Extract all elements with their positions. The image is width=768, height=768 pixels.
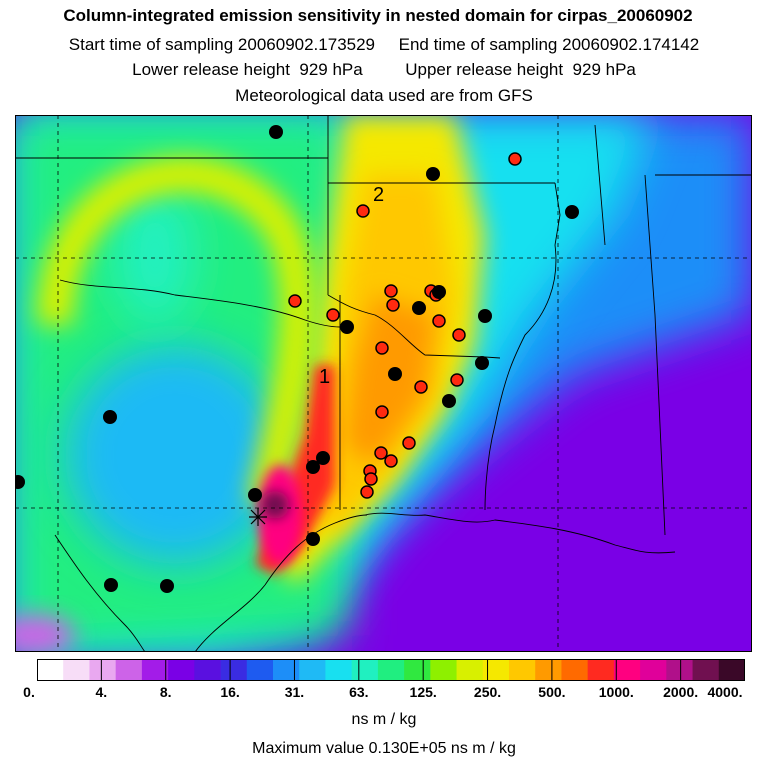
end-value: 20060902.174142 xyxy=(562,35,700,54)
colorbar-swatch xyxy=(141,659,169,681)
colorbar-swatch xyxy=(640,659,667,681)
sample-point xyxy=(388,367,402,381)
upper-value: 929 hPa xyxy=(572,60,636,79)
colorbar xyxy=(37,659,745,681)
plot-title: Column-integrated emission sensitivity i… xyxy=(63,6,693,25)
sampling-time-line: Start time of sampling 20060902.173529 E… xyxy=(0,35,768,55)
colorbar-tick-label: 4000. xyxy=(707,684,743,700)
colorbar-swatch xyxy=(325,659,353,681)
asterisk-icon xyxy=(249,508,267,526)
map-label-1: 1 xyxy=(319,366,330,388)
colorbar-swatch xyxy=(168,659,195,681)
sample-point xyxy=(375,405,389,419)
sample-point xyxy=(412,301,426,315)
sample-point xyxy=(402,436,416,450)
colorbar-swatch xyxy=(273,659,300,681)
sample-point xyxy=(15,475,25,489)
colorbar-swatch xyxy=(692,659,720,681)
colorbar-swatch xyxy=(587,659,615,681)
sample-point xyxy=(326,308,340,322)
sample-point xyxy=(103,410,117,424)
colorbar-swatch xyxy=(456,659,484,681)
sample-point xyxy=(565,205,579,219)
sample-point xyxy=(360,485,374,499)
met-data-line: Meteorological data used are from GFS xyxy=(235,86,533,105)
start-value: 20060902.173529 xyxy=(237,35,376,54)
sensitivity-field xyxy=(15,115,752,652)
sample-point xyxy=(384,454,398,468)
colorbar-units: ns m / kg xyxy=(351,711,417,728)
sample-point xyxy=(452,328,466,342)
sample-point xyxy=(269,125,283,139)
sample-point xyxy=(248,488,262,502)
sample-points-black xyxy=(15,125,579,593)
sample-point xyxy=(104,578,118,592)
colorbar-swatch xyxy=(63,659,90,681)
colorbar-tick-label: 0. xyxy=(23,684,35,700)
sample-point xyxy=(375,341,389,355)
colorbar-swatch xyxy=(718,659,745,681)
colorbar-swatch xyxy=(430,659,458,681)
maximum-value-label: Maximum value 0.130E+05 ns m / kg xyxy=(252,740,516,757)
colorbar-tick-label: 31. xyxy=(284,684,305,700)
colorbar-tick-label: 2000. xyxy=(663,684,699,700)
sample-point xyxy=(316,451,330,465)
sample-point xyxy=(306,532,320,546)
colorbar-tick-label: 4. xyxy=(95,684,108,700)
colorbar-swatch xyxy=(509,659,536,681)
colorbar-swatch xyxy=(299,659,326,681)
sample-point xyxy=(384,284,398,298)
colorbar-tick-label: 250. xyxy=(473,684,502,700)
colorbar-tick-label: 125. xyxy=(409,684,437,700)
colorbar-tick-label: 8. xyxy=(159,684,172,700)
colorbar-swatch xyxy=(377,659,405,681)
sample-point xyxy=(306,460,320,474)
colorbar-swatch xyxy=(194,659,222,681)
sample-point xyxy=(432,285,446,299)
colorbar-tick-label: 16. xyxy=(220,684,240,700)
lower-label: Lower release height xyxy=(132,60,290,79)
emission-sensitivity-map: 1 2 xyxy=(15,115,752,652)
sample-point xyxy=(442,394,456,408)
start-label: Start time of sampling xyxy=(68,35,234,54)
colorbar-swatch xyxy=(246,659,274,681)
sample-point xyxy=(374,446,388,460)
upper-label: Upper release height xyxy=(405,60,564,79)
colorbar-tick-label: 1000. xyxy=(598,684,634,700)
sample-point xyxy=(475,356,489,370)
colorbar-swatch xyxy=(613,659,641,681)
colorbar-swatch xyxy=(115,659,143,681)
colorbar-swatch xyxy=(351,659,379,681)
sample-point xyxy=(414,380,428,394)
sample-point xyxy=(364,472,378,486)
colorbar-swatch xyxy=(535,659,562,681)
colorbar-border xyxy=(37,659,745,681)
sample-point xyxy=(356,204,370,218)
colorbar-tick-label: 500. xyxy=(538,684,566,700)
colorbar-tick-label: 63. xyxy=(349,684,369,700)
colorbar-swatch xyxy=(666,659,694,681)
colorbar-swatch xyxy=(37,659,64,681)
lower-value: 929 hPa xyxy=(299,60,363,79)
sample-point xyxy=(426,167,440,181)
sample-point xyxy=(288,294,302,308)
sample-point xyxy=(386,298,400,312)
colorbar-swatch xyxy=(220,659,248,681)
sample-point xyxy=(450,373,464,387)
sample-point xyxy=(432,314,446,328)
colorbar-swatch xyxy=(89,659,117,681)
map-label-2: 2 xyxy=(373,184,384,206)
sample-point xyxy=(340,320,354,334)
release-height-line: Lower release height 929 hPa Upper relea… xyxy=(0,60,768,80)
boundaries xyxy=(15,115,752,652)
sample-point xyxy=(508,152,522,166)
sample-point xyxy=(160,579,174,593)
colorbar-swatch xyxy=(561,659,589,681)
colorbar-swatch xyxy=(404,659,431,681)
colorbar-swatch xyxy=(482,659,510,681)
end-label: End time of sampling xyxy=(398,35,558,54)
sample-point xyxy=(478,309,492,323)
